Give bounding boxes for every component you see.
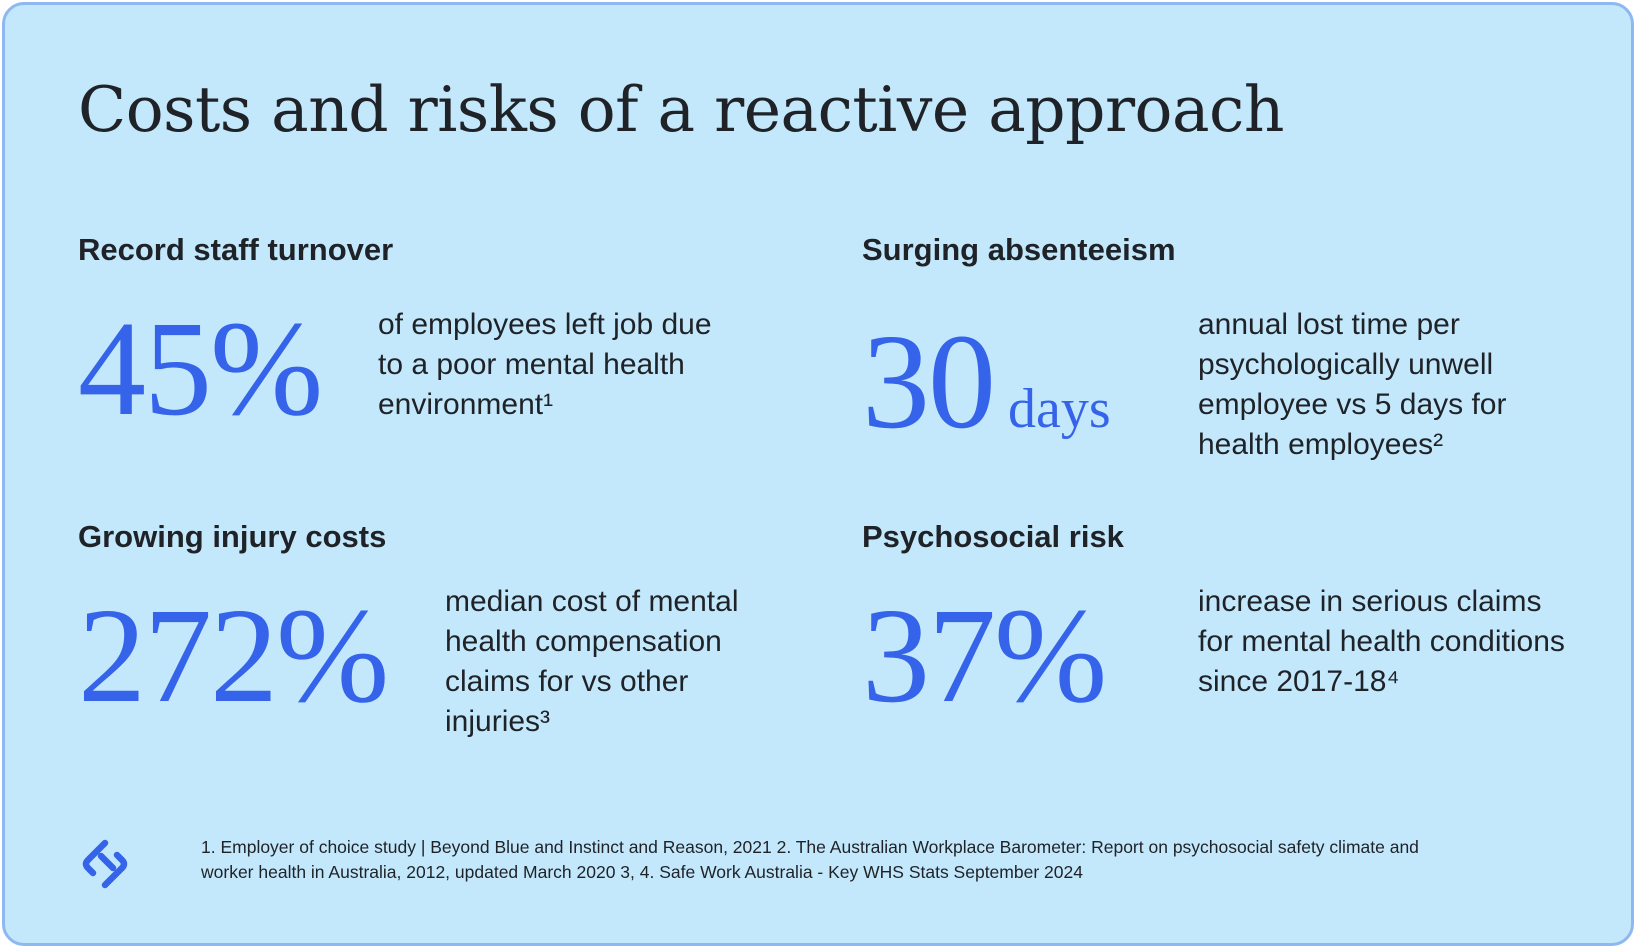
stat-value: 37% bbox=[862, 588, 1107, 724]
footnote-sources: 1. Employer of choice study | Beyond Blu… bbox=[201, 837, 1419, 882]
stat-value: 272% bbox=[78, 588, 389, 724]
stat-psychosocial-risk: Psychosocial risk 37% increase in seriou… bbox=[862, 518, 1582, 738]
stat-heading: Psychosocial risk bbox=[862, 519, 1124, 554]
stat-heading: Surging absenteeism bbox=[862, 232, 1176, 267]
stat-value: 45% bbox=[78, 301, 323, 437]
stat-description: of employees left job due to a poor ment… bbox=[378, 308, 712, 421]
stat-heading: Record staff turnover bbox=[78, 232, 394, 267]
stat-injury-costs: Growing injury costs 272% median cost of… bbox=[78, 518, 818, 738]
stat-staff-turnover: Record staff turnover 45% of employees l… bbox=[78, 231, 778, 451]
brand-s-logo-icon bbox=[82, 839, 128, 889]
stat-number: 37% bbox=[862, 581, 1107, 731]
stat-number: 272% bbox=[78, 581, 389, 731]
stat-heading: Growing injury costs bbox=[78, 519, 387, 554]
page-title: Costs and risks of a reactive approach bbox=[78, 73, 1284, 146]
stat-number: 30 bbox=[862, 307, 996, 457]
stat-description: increase in serious claims for mental he… bbox=[1198, 585, 1565, 698]
stat-unit: days bbox=[1008, 378, 1111, 440]
stat-absenteeism: Surging absenteeism 30 days annual lost t… bbox=[862, 231, 1582, 471]
stat-number: 45% bbox=[78, 294, 323, 444]
stat-value: 30 days bbox=[862, 314, 1111, 450]
stat-description: annual lost time per psychologically unw… bbox=[1198, 308, 1507, 461]
stat-description: median cost of mental health compensatio… bbox=[445, 585, 739, 738]
